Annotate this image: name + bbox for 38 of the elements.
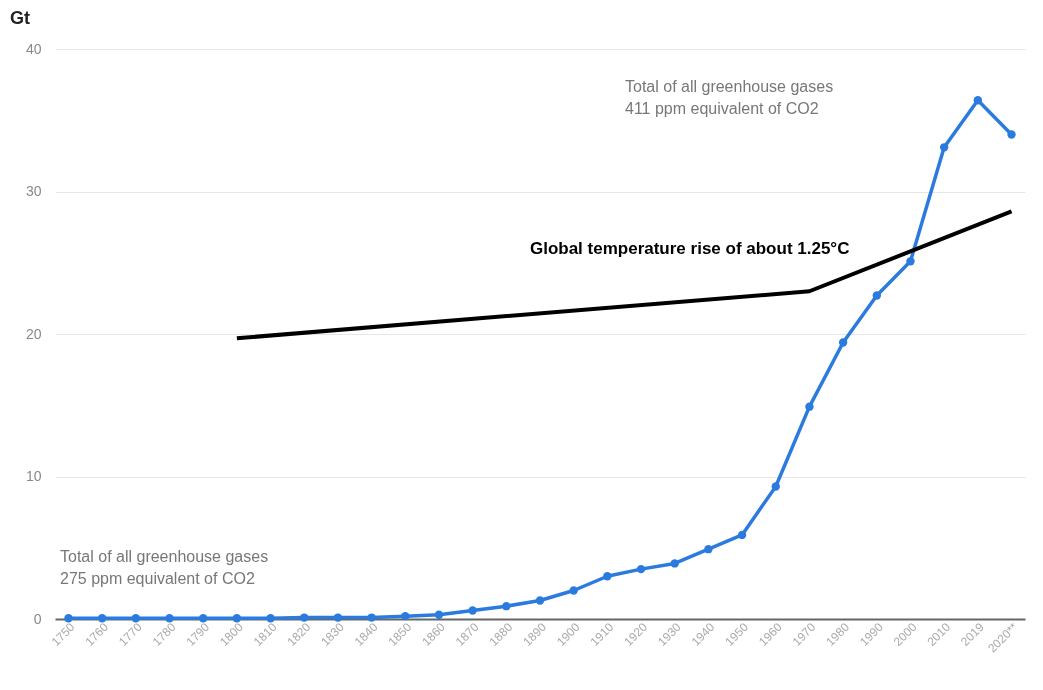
y-tick-label: 0: [33, 610, 42, 627]
point: [535, 596, 545, 605]
point: [670, 559, 679, 568]
point: [1007, 130, 1016, 139]
annotation: Total of all greenhouse gases 411 ppm equivalent of CO2: [625, 78, 834, 117]
point: [333, 613, 343, 622]
point: [502, 602, 511, 611]
point: [367, 613, 376, 622]
series-label: Global temperature rise of about 1.25°C: [529, 239, 850, 259]
point: [199, 614, 208, 623]
point: [64, 614, 73, 623]
point: [232, 614, 242, 623]
point: [165, 614, 174, 623]
point: [906, 257, 915, 266]
y-tick-label: 30: [25, 183, 42, 199]
point: [569, 586, 578, 595]
point: [636, 564, 646, 574]
point: [838, 338, 848, 347]
y-axis-title: Gt: [10, 8, 30, 28]
point: [97, 614, 107, 623]
point: [401, 611, 410, 621]
point: [300, 613, 309, 622]
y-tick-label: 40: [25, 40, 42, 57]
point: [737, 530, 747, 540]
point: [603, 572, 612, 581]
point: [131, 614, 141, 623]
point: [939, 143, 949, 152]
annotation: Total of all greenhouse gases 275 ppm equivalent of CO2: [60, 548, 269, 587]
point: [266, 614, 275, 623]
point: [434, 610, 444, 619]
point: [872, 291, 881, 300]
y-tick-label: 20: [25, 325, 42, 342]
y-tick-label: 10: [25, 468, 42, 484]
point: [805, 402, 814, 411]
point: [704, 545, 713, 554]
point: [973, 96, 983, 105]
point: [771, 482, 780, 491]
point: [468, 606, 477, 615]
